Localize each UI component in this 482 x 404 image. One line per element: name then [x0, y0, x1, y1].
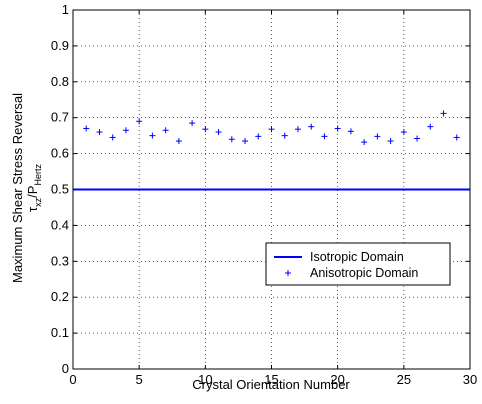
anisotropic-point: [281, 132, 288, 139]
y-tick-label: 0.8: [51, 74, 69, 89]
anisotropic-point: [308, 123, 315, 130]
y-tick-label: 0.9: [51, 38, 69, 53]
x-tick-label: 25: [397, 372, 411, 387]
anisotropic-point: [387, 138, 394, 145]
p-symbol: /P: [25, 186, 40, 198]
x-tick-label: 30: [463, 372, 477, 387]
anisotropic-point: [440, 110, 447, 117]
legend-label-anisotropic: Anisotropic Domain: [310, 266, 418, 280]
x-axis-label: Crystal Orientation Number: [192, 377, 350, 392]
anisotropic-point: [347, 128, 354, 135]
x-tick-label: 10: [198, 372, 212, 387]
anisotropic-point: [136, 118, 143, 125]
anisotropic-point: [242, 138, 249, 145]
anisotropic-point: [294, 126, 301, 133]
y-tick-labels: 0 0.1 0.2 0.3 0.4 0.5 0.6 0.7 0.8 0.9 1: [51, 2, 69, 376]
tau-symbol: τ: [25, 206, 40, 212]
anisotropic-point: [215, 129, 222, 136]
anisotropic-point: [374, 133, 381, 140]
y-tick-label: 0.7: [51, 110, 69, 125]
anisotropic-point: [453, 134, 460, 141]
plot-frame: [72, 9, 471, 370]
x-tick-label: 20: [330, 372, 344, 387]
y-tick-label: 0.2: [51, 289, 69, 304]
anisotropic-point: [202, 126, 209, 133]
y-axis-label-line2: τxz/PHertz: [25, 164, 43, 212]
y-tick-label: 0.1: [51, 325, 69, 340]
anisotropic-point: [255, 133, 262, 140]
data-layer: [73, 110, 470, 191]
y-axis-label: Maximum Shear Stress Reversal τxz/PHertz: [10, 93, 43, 283]
anisotropic-point: [228, 136, 235, 143]
tau-subscript: xz: [33, 197, 43, 207]
x-tick-label: 0: [69, 372, 76, 387]
x-tick-label: 15: [264, 372, 278, 387]
x-tick-labels: 0 5 10 15 20 25 30: [69, 372, 477, 387]
y-tick-label: 1: [62, 2, 69, 17]
anisotropic-point: [175, 138, 182, 145]
anisotropic-point: [162, 127, 169, 134]
anisotropic-point: [96, 129, 103, 136]
y-tick-label: 0: [62, 361, 69, 376]
anisotropic-point: [268, 126, 275, 133]
anisotropic-point: [361, 139, 368, 146]
anisotropic-point: [334, 125, 341, 132]
y-axis-label-line1: Maximum Shear Stress Reversal: [10, 93, 25, 283]
p-subscript: Hertz: [33, 164, 43, 186]
y-tick-label: 0.5: [51, 182, 69, 197]
legend-marker-swatch: [285, 270, 291, 276]
anisotropic-point: [400, 129, 407, 136]
anisotropic-point: [321, 133, 328, 140]
anisotropic-point: [189, 120, 196, 127]
legend-label-isotropic: Isotropic Domain: [310, 250, 404, 264]
legend: Isotropic Domain Anisotropic Domain: [265, 242, 451, 286]
y-tick-label: 0.4: [51, 217, 69, 232]
anisotropic-point: [122, 127, 129, 134]
anisotropic-point: [109, 134, 116, 141]
x-tick-label: 5: [136, 372, 143, 387]
anisotropic-point: [149, 132, 156, 139]
legend-box: [265, 242, 451, 286]
y-tick-label: 0.6: [51, 146, 69, 161]
y-tick-label: 0.3: [51, 253, 69, 268]
anisotropic-point: [83, 125, 90, 132]
anisotropic-point: [427, 123, 434, 130]
anisotropic-point: [414, 135, 421, 142]
